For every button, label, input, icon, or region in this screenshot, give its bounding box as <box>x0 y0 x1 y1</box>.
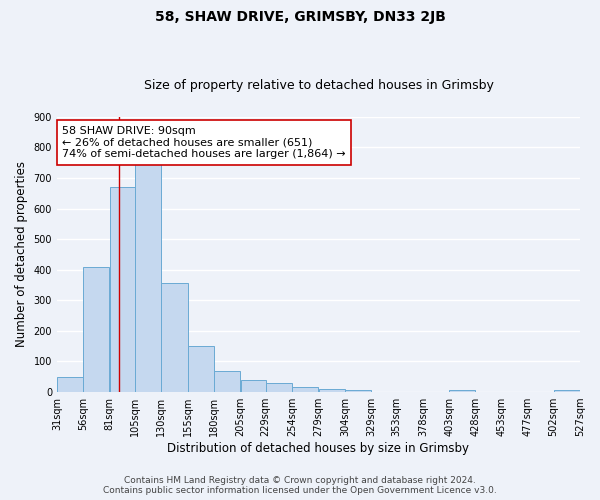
Bar <box>449 390 475 392</box>
Bar <box>241 380 266 392</box>
Bar <box>83 266 109 392</box>
Y-axis label: Number of detached properties: Number of detached properties <box>15 162 28 348</box>
Text: 58, SHAW DRIVE, GRIMSBY, DN33 2JB: 58, SHAW DRIVE, GRIMSBY, DN33 2JB <box>155 10 445 24</box>
X-axis label: Distribution of detached houses by size in Grimsby: Distribution of detached houses by size … <box>167 442 469 455</box>
Bar <box>554 390 580 392</box>
Text: Contains HM Land Registry data © Crown copyright and database right 2024.
Contai: Contains HM Land Registry data © Crown c… <box>103 476 497 495</box>
Bar <box>345 390 371 392</box>
Bar <box>135 164 161 392</box>
Bar <box>57 377 83 392</box>
Bar <box>161 284 188 392</box>
Title: Size of property relative to detached houses in Grimsby: Size of property relative to detached ho… <box>143 79 493 92</box>
Bar <box>214 370 240 392</box>
Bar <box>292 386 319 392</box>
Text: 58 SHAW DRIVE: 90sqm
← 26% of detached houses are smaller (651)
74% of semi-deta: 58 SHAW DRIVE: 90sqm ← 26% of detached h… <box>62 126 346 159</box>
Bar <box>266 383 292 392</box>
Bar <box>110 187 135 392</box>
Bar <box>319 389 344 392</box>
Bar <box>188 346 214 392</box>
